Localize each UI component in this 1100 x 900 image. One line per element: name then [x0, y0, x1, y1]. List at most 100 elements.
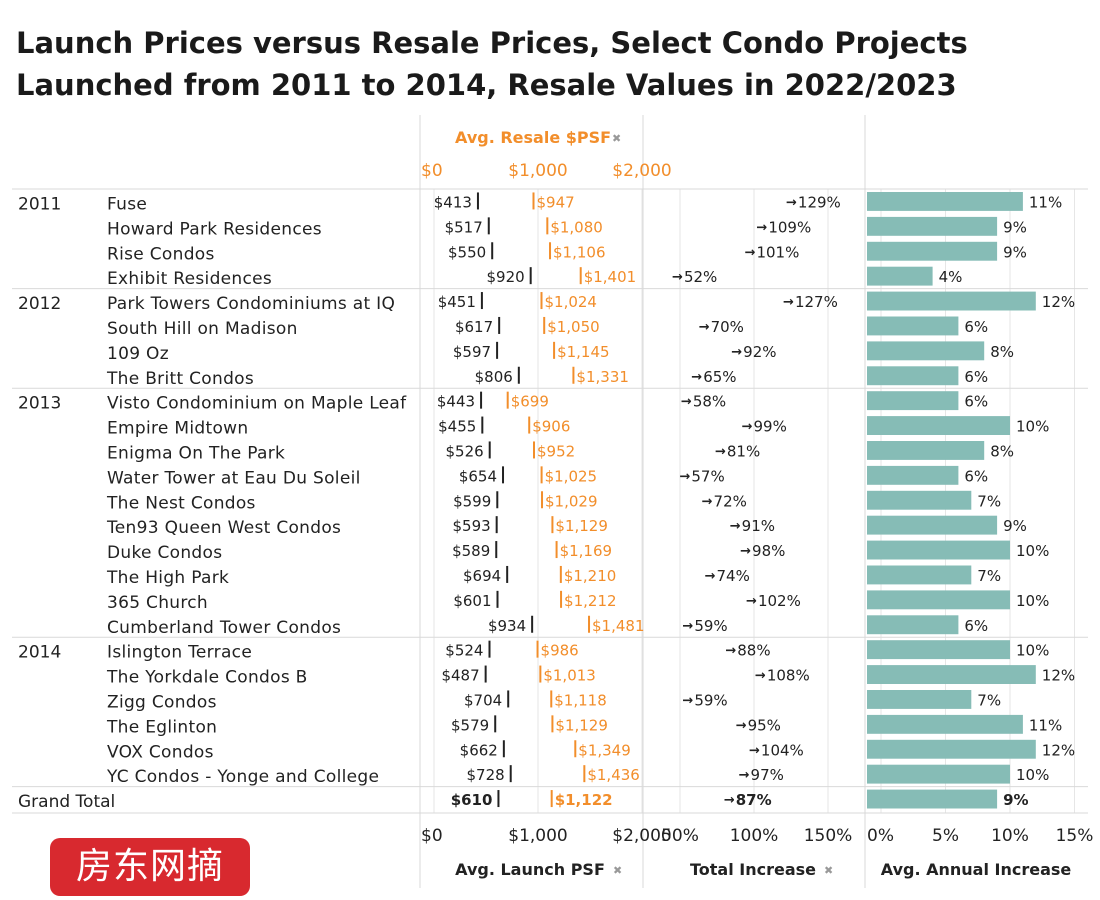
launch-price-label: $487 — [441, 667, 479, 685]
total-increase-label: 108% — [767, 667, 810, 685]
project-name: The Yorkdale Condos B — [106, 668, 308, 688]
total-increase-label: 81% — [727, 442, 760, 460]
total-tick-label: 50% — [661, 826, 699, 846]
launch-tick-label: $0 — [421, 826, 443, 846]
project-name: Visto Condominium on Maple Leaf — [107, 394, 407, 414]
total-increase-arrow: → — [679, 469, 690, 484]
total-increase-label: 129% — [798, 193, 841, 211]
annual-increase-label: 6% — [964, 368, 988, 386]
annual-increase-label: 7% — [977, 691, 1001, 709]
annual-increase-bar — [867, 764, 1010, 784]
project-name: VOX Condos — [107, 742, 214, 762]
annual-increase-label: 10% — [1016, 542, 1049, 560]
site-logo: 房东网摘 — [50, 838, 250, 896]
annual-increase-label: 4% — [939, 268, 963, 286]
total-increase-label: 57% — [691, 467, 724, 485]
resale-tick-label: $1,000 — [508, 161, 567, 181]
launch-price-label: $704 — [464, 691, 502, 709]
total-increase-label: 102% — [758, 592, 801, 610]
project-name: 109 Oz — [107, 344, 169, 364]
annual-tick-label: 5% — [932, 826, 959, 846]
resale-price-label: $1,080 — [550, 218, 603, 236]
launch-price-label: $455 — [438, 418, 476, 436]
launch-price-label: $579 — [451, 716, 489, 734]
total-increase-label: 59% — [694, 617, 727, 635]
annual-increase-label: 7% — [977, 492, 1001, 510]
total-increase-arrow: → — [756, 220, 767, 235]
total-increase-label: 87% — [736, 791, 772, 809]
launch-axis-title: Avg. Launch PSF — [455, 860, 605, 879]
resale-tick-label: $0 — [421, 161, 443, 181]
total-increase-label: 101% — [756, 243, 799, 261]
launch-price-label: $694 — [463, 567, 501, 585]
resale-price-label: $1,145 — [557, 343, 610, 361]
launch-price-label: $413 — [434, 193, 472, 211]
resale-price-label: $1,106 — [553, 243, 606, 261]
annual-increase-label: 10% — [1016, 766, 1049, 784]
project-name: Rise Condos — [107, 244, 215, 264]
annual-increase-bar — [867, 615, 959, 635]
total-increase-label: 109% — [768, 218, 811, 236]
resale-price-label: $699 — [511, 393, 549, 411]
annual-increase-label: 6% — [964, 393, 988, 411]
total-increase-label: 52% — [684, 268, 717, 286]
project-name: South Hill on Madison — [107, 319, 298, 339]
total-increase-arrow: → — [783, 295, 794, 310]
launch-price-label: $526 — [446, 442, 484, 460]
total-increase-label: 72% — [714, 492, 747, 510]
total-increase-arrow: → — [691, 370, 702, 385]
annual-increase-label: 10% — [1016, 642, 1049, 660]
annual-increase-label: 7% — [977, 567, 1001, 585]
total-increase-label: 92% — [743, 343, 776, 361]
annual-increase-label: 6% — [964, 318, 988, 336]
annual-increase-bar — [867, 366, 959, 386]
resale-price-label: $1,029 — [545, 492, 598, 510]
year-label: 2011 — [18, 194, 61, 214]
resale-price-label: $1,349 — [578, 741, 631, 759]
annual-increase-label: 12% — [1042, 293, 1075, 311]
year-label: 2013 — [18, 394, 61, 414]
resale-price-label: $1,050 — [547, 318, 600, 336]
total-increase-label: 95% — [748, 716, 781, 734]
total-tick-label: 150% — [804, 826, 853, 846]
annual-increase-bar — [867, 416, 1010, 435]
project-name: Ten93 Queen West Condos — [106, 518, 341, 538]
total-increase-arrow: → — [740, 544, 751, 559]
project-name: Zigg Condos — [107, 692, 217, 712]
annual-increase-bar — [867, 441, 985, 460]
total-increase-arrow: → — [681, 395, 692, 410]
annual-increase-bar — [867, 590, 1010, 610]
launch-price-label: $599 — [453, 492, 491, 510]
total-increase-label: 104% — [761, 741, 804, 759]
total-increase-arrow: → — [731, 345, 742, 360]
annual-increase-bar — [867, 465, 959, 485]
project-name: Fuse — [107, 194, 147, 214]
project-name: The Nest Condos — [106, 493, 256, 513]
annual-increase-bar — [867, 192, 1023, 211]
launch-price-label: $597 — [453, 343, 491, 361]
annual-increase-bar — [867, 216, 998, 236]
grand-total-label: Grand Total — [18, 792, 115, 812]
year-label: 2014 — [18, 643, 61, 663]
launch-price-label: $550 — [448, 243, 486, 261]
launch-price-label: $524 — [445, 642, 483, 660]
launch-price-label: $593 — [452, 517, 490, 535]
launch-price-label: $443 — [437, 393, 475, 411]
annual-increase-bar — [867, 640, 1010, 660]
chart-title: Launch Prices versus Resale Prices, Sele… — [16, 26, 968, 102]
project-name: Howard Park Residences — [107, 219, 322, 239]
annual-increase-label: 11% — [1029, 716, 1062, 734]
annual-increase-label: 6% — [964, 617, 988, 635]
project-name: Enigma On The Park — [107, 443, 285, 463]
launch-price-label: $601 — [453, 592, 491, 610]
resale-price-label: $952 — [537, 442, 575, 460]
annual-increase-bar — [867, 540, 1010, 560]
total-axis-title: Total Increase — [690, 860, 816, 879]
total-increase-arrow: → — [699, 320, 710, 335]
total-increase-arrow: → — [725, 644, 736, 659]
annual-tick-label: 15% — [1056, 826, 1094, 846]
resale-price-label: $1,210 — [564, 567, 617, 585]
annual-increase-bar — [867, 291, 1036, 311]
total-increase-arrow: → — [682, 693, 693, 708]
annual-increase-label: 8% — [990, 343, 1014, 361]
